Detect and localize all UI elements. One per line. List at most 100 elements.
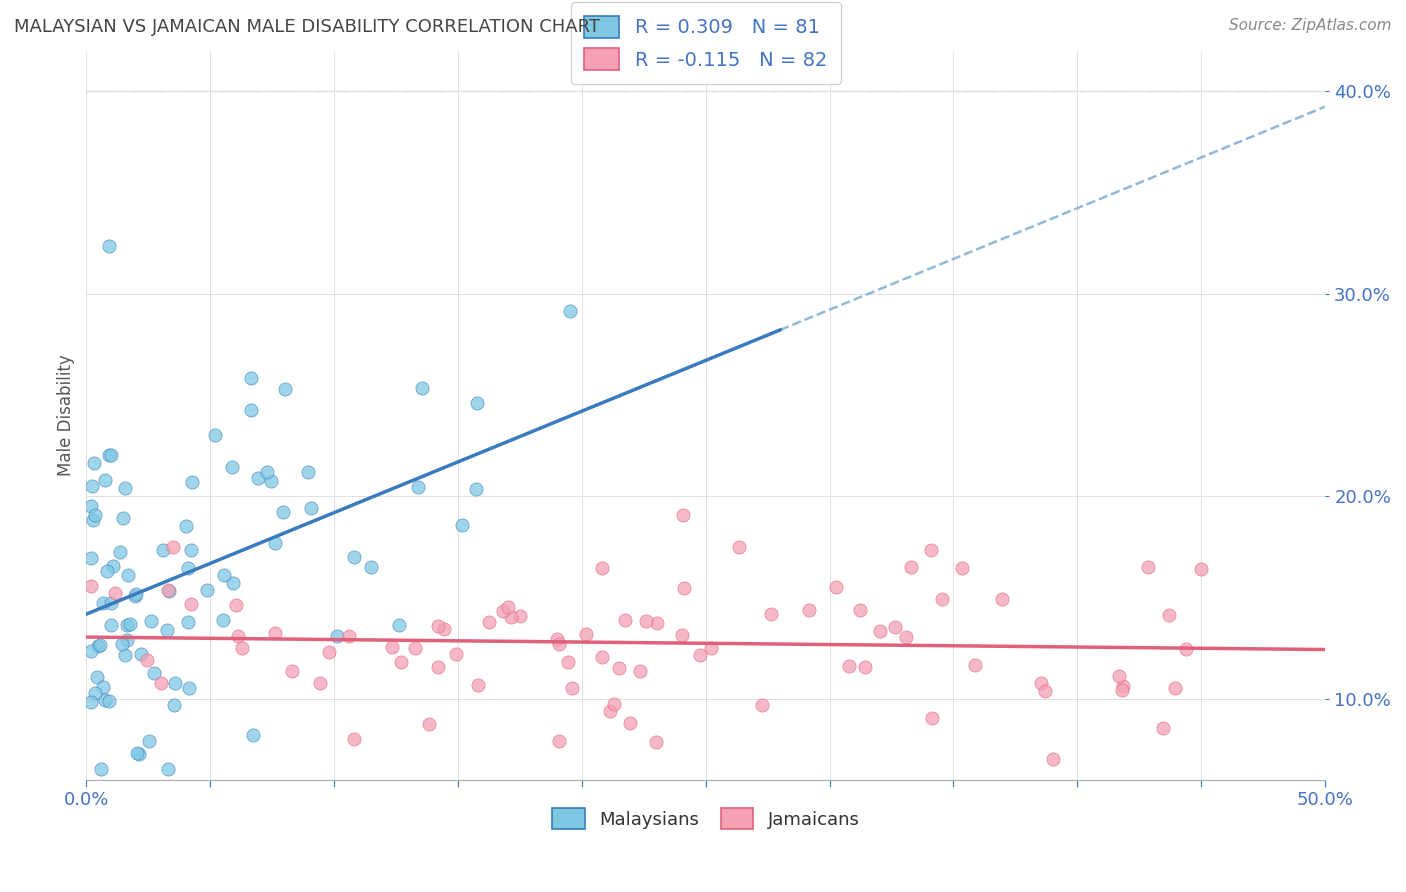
Point [1033, 683, 1056, 698]
Point [180, 543, 202, 558]
Point [318, 645, 340, 659]
Point [444, 647, 467, 661]
Point [824, 580, 846, 594]
Point [89, 638, 111, 652]
Point [197, 582, 219, 597]
Point [1136, 559, 1159, 574]
Point [751, 698, 773, 712]
Point [263, 536, 285, 550]
Point [125, 587, 148, 601]
Point [894, 630, 917, 644]
Point [80, 644, 103, 658]
Point [94, 473, 117, 487]
Point [645, 735, 668, 749]
Point [499, 610, 522, 624]
Point [100, 448, 122, 462]
Point [561, 681, 583, 695]
Point [124, 589, 146, 603]
Point [1159, 608, 1181, 623]
Point [388, 618, 411, 632]
Point [404, 640, 426, 655]
Point [343, 731, 366, 746]
Point [177, 681, 200, 695]
Point [98, 448, 121, 462]
Point [931, 592, 953, 607]
Point [628, 664, 651, 678]
Point [1164, 681, 1187, 695]
Point [104, 585, 127, 599]
Point [728, 540, 751, 554]
Point [498, 599, 520, 614]
Point [465, 396, 488, 410]
Point [127, 746, 149, 760]
Point [381, 640, 404, 655]
Point [689, 648, 711, 662]
Point [87, 639, 110, 653]
Point [177, 560, 200, 574]
Point [83, 456, 105, 470]
Point [212, 568, 235, 582]
Point [1108, 669, 1130, 683]
Point [80, 499, 103, 513]
Point [1189, 562, 1212, 576]
Point [80, 579, 103, 593]
Point [97, 694, 120, 708]
Point [1031, 675, 1053, 690]
Point [883, 620, 905, 634]
Point [221, 459, 243, 474]
Point [609, 661, 631, 675]
Point [799, 602, 821, 616]
Text: MALAYSIAN VS JAMAICAN MALE DISABILITY CORRELATION CHART: MALAYSIAN VS JAMAICAN MALE DISABILITY CO… [14, 18, 600, 36]
Point [240, 402, 263, 417]
Point [838, 658, 860, 673]
Point [672, 508, 695, 523]
Point [114, 481, 136, 495]
Point [100, 618, 122, 632]
Point [599, 704, 621, 718]
Point [337, 629, 360, 643]
Point [1112, 679, 1135, 693]
Point [256, 465, 278, 479]
Point [308, 676, 330, 690]
Point [108, 545, 131, 559]
Legend: Malaysians, Jamaicans: Malaysians, Jamaicans [544, 801, 866, 836]
Point [117, 567, 139, 582]
Point [204, 428, 226, 442]
Point [557, 655, 579, 669]
Point [492, 604, 515, 618]
Point [619, 715, 641, 730]
Point [259, 474, 281, 488]
Point [115, 633, 138, 648]
Point [80, 479, 103, 493]
Point [274, 382, 297, 396]
Point [406, 480, 429, 494]
Point [418, 716, 440, 731]
Y-axis label: Male Disability: Male Disability [58, 354, 75, 476]
Point [264, 626, 287, 640]
Point [84, 686, 107, 700]
Point [1042, 752, 1064, 766]
Point [101, 559, 124, 574]
Point [672, 582, 695, 596]
Point [246, 470, 269, 484]
Point [80, 695, 103, 709]
Point [464, 483, 486, 497]
Point [80, 551, 103, 566]
Point [90, 763, 112, 777]
Point [231, 641, 253, 656]
Point [759, 607, 782, 621]
Point [110, 637, 132, 651]
Point [156, 624, 179, 638]
Point [157, 763, 180, 777]
Point [921, 711, 943, 725]
Point [157, 583, 180, 598]
Point [152, 543, 174, 558]
Point [558, 304, 581, 318]
Point [849, 602, 872, 616]
Point [920, 542, 942, 557]
Point [162, 540, 184, 554]
Point [180, 598, 202, 612]
Point [671, 628, 693, 642]
Point [157, 583, 180, 598]
Point [548, 734, 571, 748]
